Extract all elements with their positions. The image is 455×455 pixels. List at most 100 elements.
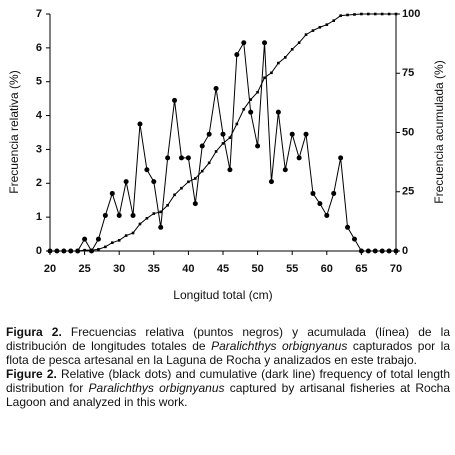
- point: [275, 109, 281, 115]
- y2-axis-title: Frecuencia acumulada (%): [432, 60, 446, 203]
- point: [228, 136, 232, 140]
- point: [296, 155, 302, 161]
- point: [83, 248, 86, 252]
- y2-tick-label: 0: [402, 245, 408, 257]
- point: [55, 249, 59, 253]
- x-tick-label: 65: [355, 263, 367, 275]
- y2-tick-label: 100: [402, 8, 420, 20]
- point: [242, 107, 246, 111]
- point: [393, 248, 399, 254]
- caption-text: capturados por la flota de pesca artesan…: [6, 339, 450, 367]
- point: [194, 177, 197, 180]
- y-tick-label: 0: [36, 245, 42, 257]
- point: [48, 249, 52, 253]
- point: [339, 14, 342, 17]
- point: [192, 201, 198, 207]
- point: [166, 203, 169, 207]
- caption-text: Relative (black dots) and cumulative (da…: [6, 367, 450, 395]
- point: [152, 212, 156, 215]
- point: [90, 248, 93, 252]
- point: [187, 180, 190, 184]
- point: [137, 121, 143, 127]
- point: [95, 236, 101, 242]
- point: [62, 249, 66, 253]
- point: [158, 224, 164, 230]
- x-tick-label: 45: [217, 263, 229, 275]
- point: [144, 167, 150, 173]
- point: [249, 98, 252, 101]
- point: [178, 155, 184, 161]
- x-axis-title: Longitud total (cm): [173, 288, 272, 302]
- point: [151, 179, 157, 185]
- point: [353, 13, 356, 16]
- point: [213, 85, 219, 91]
- y-tick-label: 2: [36, 177, 42, 189]
- point: [117, 239, 121, 242]
- series-line: [50, 41, 396, 252]
- point: [318, 25, 322, 29]
- caption-text: Frecuencias relativa (puntos negros) y a…: [6, 325, 450, 353]
- x-tick-label: 25: [78, 263, 90, 275]
- y-tick-label: 5: [36, 76, 42, 88]
- caption-en: Figure 2. Relative (black dots) and cumu…: [6, 367, 450, 409]
- caption-es: Figura 2. Frecuencias relativa (puntos n…: [6, 325, 450, 367]
- point: [102, 212, 108, 218]
- point: [310, 190, 316, 196]
- x-tick-label: 50: [251, 263, 263, 275]
- point: [200, 169, 204, 173]
- point: [277, 61, 280, 65]
- point: [324, 212, 330, 218]
- point: [360, 12, 363, 16]
- point: [165, 155, 171, 161]
- y-tick-label: 4: [36, 109, 43, 121]
- x-tick-label: 20: [44, 263, 56, 275]
- caption-label: Figure 2.: [6, 367, 57, 381]
- point: [227, 167, 233, 173]
- point: [199, 143, 205, 149]
- y2-tick-label: 75: [402, 67, 414, 79]
- point: [256, 90, 259, 94]
- point: [311, 29, 315, 32]
- point: [263, 76, 266, 80]
- point: [255, 143, 261, 149]
- point: [248, 109, 254, 115]
- point: [317, 201, 323, 207]
- point: [262, 40, 268, 46]
- species-name: Paralichthys orbignyanus: [211, 339, 348, 353]
- point: [234, 52, 240, 58]
- point: [270, 71, 273, 75]
- y-axis-title: Frecuencia relativa (%): [7, 70, 21, 193]
- y-tick-label: 6: [36, 42, 42, 54]
- point: [304, 33, 308, 36]
- point: [206, 131, 212, 137]
- point: [82, 236, 88, 242]
- point: [358, 248, 364, 254]
- point: [386, 248, 392, 254]
- point: [325, 23, 329, 26]
- point: [138, 222, 142, 226]
- x-tick-label: 35: [148, 263, 160, 275]
- point: [331, 190, 337, 196]
- point: [297, 41, 301, 44]
- point: [159, 210, 163, 214]
- point: [235, 122, 239, 126]
- point: [130, 212, 136, 218]
- point: [110, 241, 114, 245]
- point: [207, 161, 211, 165]
- point: [116, 212, 122, 218]
- caption: Figura 2. Frecuencias relativa (puntos n…: [6, 325, 450, 409]
- point: [221, 142, 225, 145]
- point: [123, 179, 129, 185]
- point: [180, 186, 183, 190]
- y-tick-label: 7: [36, 8, 42, 20]
- y-tick-label: 3: [36, 143, 42, 155]
- point: [76, 249, 79, 253]
- point: [289, 131, 295, 137]
- point: [303, 131, 309, 137]
- point: [131, 231, 135, 235]
- species-name: Paralichthys orbignyanus: [88, 381, 225, 395]
- point: [282, 167, 288, 173]
- caption-text: captured by artisanal fisheries at Rocha…: [6, 381, 451, 409]
- caption-label: Figura 2.: [6, 325, 62, 339]
